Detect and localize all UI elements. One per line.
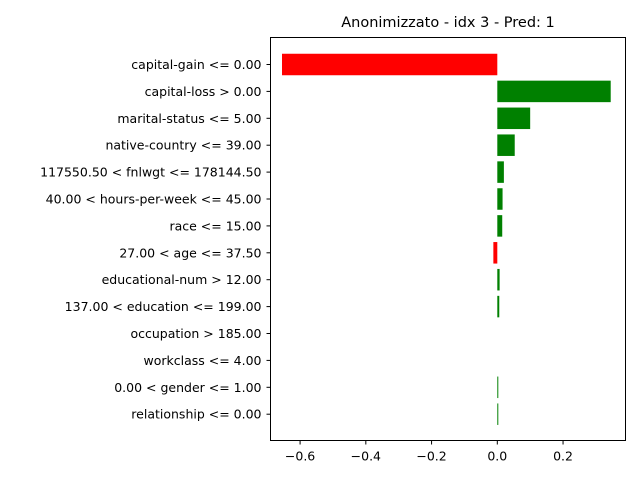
category-label: workclass <= 4.00	[143, 353, 261, 368]
bar	[497, 134, 515, 156]
category-label: 137.00 < education <= 199.00	[65, 299, 262, 314]
x-axis: −0.6 −0.4 −0.2 0.0 0.2	[285, 440, 573, 464]
category-label: 0.00 < gender <= 1.00	[114, 380, 261, 395]
bar	[493, 242, 498, 264]
bar	[497, 268, 500, 291]
x-tick-label: −0.6	[285, 449, 315, 464]
bar	[282, 53, 498, 76]
x-tick-label: −0.4	[351, 449, 381, 464]
bar	[497, 80, 611, 103]
category-label: 27.00 < age <= 37.50	[119, 245, 261, 260]
chart-title: Anonimizzato - idx 3 - Pred: 1	[341, 15, 555, 31]
category-label: educational-num > 12.00	[102, 272, 262, 287]
bar	[497, 376, 499, 399]
category-label: 40.00 < hours-per-week <= 45.00	[46, 192, 262, 207]
category-label: relationship <= 0.00	[131, 407, 261, 422]
bar	[497, 403, 499, 425]
bar	[497, 161, 504, 183]
category-label: occupation > 185.00	[130, 326, 261, 341]
bar	[497, 295, 500, 318]
category-label: native-country <= 39.00	[105, 138, 261, 153]
bar	[497, 188, 503, 210]
bar	[497, 107, 531, 130]
bar	[497, 215, 503, 237]
plot-frame	[270, 37, 626, 441]
x-tick-label: −0.2	[416, 449, 446, 464]
category-label: race <= 15.00	[169, 218, 261, 233]
category-label: capital-loss > 0.00	[145, 84, 262, 99]
category-label: 117550.50 < fnlwgt <= 178144.50	[40, 165, 261, 180]
category-labels: capital-gain <= 0.00 capital-loss > 0.00 m…	[40, 57, 271, 422]
x-tick-label: 0.0	[487, 449, 507, 464]
category-label: marital-status <= 5.00	[117, 111, 261, 126]
category-label: capital-gain <= 0.00	[131, 57, 261, 72]
bars-group	[282, 53, 611, 425]
x-tick-label: 0.2	[553, 449, 573, 464]
